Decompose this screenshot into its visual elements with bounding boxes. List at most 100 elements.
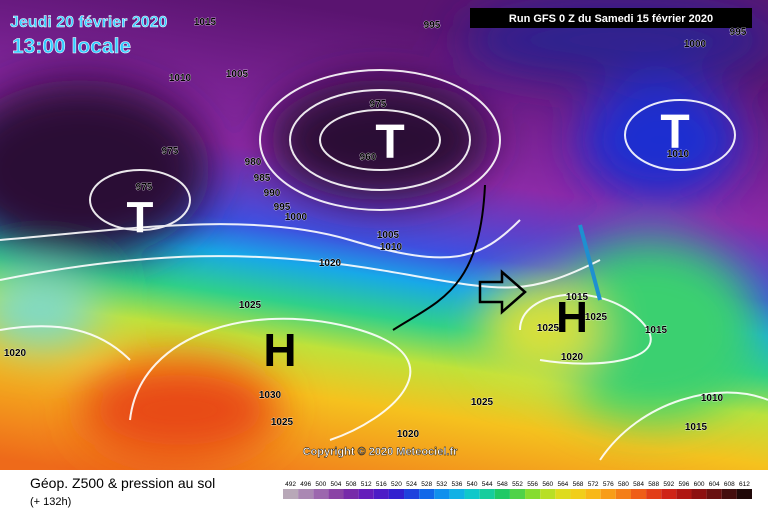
scale-label: 496 [300, 481, 311, 488]
time: 13:00 locale [12, 35, 131, 58]
date: Jeudi 20 février 2020 [10, 14, 168, 31]
scale-label: 536 [452, 481, 463, 488]
isobar-label: 990 [264, 188, 281, 199]
isobar-label: 1010 [667, 149, 690, 160]
scale-cell [691, 489, 707, 499]
scale-label: 568 [573, 481, 584, 488]
run-box [470, 8, 752, 28]
scale-label: 548 [497, 481, 508, 488]
scale-cell [630, 489, 647, 499]
isobar-label: 975 [162, 146, 179, 157]
isobar-label: 1020 [319, 258, 342, 269]
pressure-center: T [375, 116, 404, 169]
isobar-label: 980 [245, 157, 262, 168]
scale-cell [313, 489, 329, 499]
scale-label: 592 [663, 481, 674, 488]
scale-label: 596 [678, 481, 689, 488]
scale-label: 556 [527, 481, 538, 488]
scale-cell [328, 489, 344, 499]
scale-cell [373, 489, 389, 499]
scale-cell [736, 489, 752, 499]
isobar-label: 995 [730, 27, 747, 38]
scale-cell [464, 489, 480, 499]
pressure-center: H [263, 324, 296, 376]
isobar-label: 960 [360, 152, 377, 163]
pressure-center: H [556, 293, 588, 342]
trough-line [578, 224, 602, 301]
scale-label: 552 [512, 481, 523, 488]
scale-label: 492 [285, 481, 296, 488]
scale-label: 504 [331, 481, 342, 488]
scale-label: 512 [361, 481, 372, 488]
isobar-label: 1020 [4, 348, 27, 359]
front-line [392, 184, 486, 331]
scale-label: 612 [739, 481, 750, 488]
scale-cell [646, 489, 662, 499]
scale-cell [540, 489, 556, 499]
scale-label: 572 [588, 481, 599, 488]
isobar-label: 1030 [259, 390, 282, 401]
scale-cell [404, 489, 420, 499]
isobar-label: 995 [274, 202, 291, 213]
isobar-label: 1020 [397, 429, 420, 440]
isobar-label: 1020 [561, 352, 584, 363]
isobar-label: 1000 [684, 39, 707, 50]
scale-cell [283, 489, 299, 499]
scale-cell [600, 489, 616, 499]
isobar-label: 1025 [537, 323, 560, 334]
isobar-label: 1015 [685, 422, 708, 433]
scale-label: 500 [315, 481, 326, 488]
isobar-label: 1025 [585, 312, 608, 323]
scale-cell [525, 489, 541, 499]
isobar-label: 1010 [701, 393, 724, 404]
scale-label: 544 [482, 481, 493, 488]
scale-cell [706, 489, 722, 499]
scale-label: 604 [709, 481, 720, 488]
copyright: Copyright © 2020 Meteociel.fr [303, 446, 459, 458]
scale-cell [721, 489, 737, 499]
isobar-label: 1015 [566, 292, 589, 303]
isobar-label: 1010 [169, 73, 192, 84]
isobars [0, 69, 768, 461]
map: Run GFS 0 Z du Samedi 15 février 2020 Je… [0, 0, 768, 470]
scale-label: 532 [436, 481, 447, 488]
isobar-label: 1025 [271, 417, 294, 428]
scale-cell [434, 489, 450, 499]
scale-label: 564 [557, 481, 568, 488]
run-label: Run GFS 0 Z du Samedi 15 février 2020 [509, 13, 713, 25]
scale-label: 580 [618, 481, 629, 488]
isobar-label: 975 [136, 182, 153, 193]
scale-label: 520 [391, 481, 402, 488]
scale-label: 540 [467, 481, 478, 488]
scale-cell [555, 489, 571, 499]
isobar-label: 1015 [645, 325, 668, 336]
isobar-label: 1000 [285, 212, 308, 223]
scale-cell [494, 489, 510, 499]
scale-cell [343, 489, 359, 499]
pressure-center: T [127, 193, 154, 242]
lead-time: (+ 132h) [30, 496, 71, 508]
isobar-label: 1025 [471, 397, 494, 408]
scale-label: 608 [724, 481, 735, 488]
color-scale: 492 496 500 504 508 512 516 520 524 528 532 536 540 5… [283, 481, 752, 499]
scale-cell [298, 489, 314, 499]
isobar-label: 985 [254, 173, 271, 184]
scale-cell [449, 489, 465, 499]
scale-label: 560 [542, 481, 553, 488]
scale-label: 584 [633, 481, 644, 488]
isobar-label: 995 [424, 20, 441, 31]
isobar-label: 1015 [194, 17, 217, 28]
scale-label: 600 [694, 481, 705, 488]
scale-cell [419, 489, 435, 499]
scale-cell [676, 489, 692, 499]
scale-cell [585, 489, 601, 499]
legend-title: Géop. Z500 & pression au sol [30, 475, 215, 491]
scale-label: 516 [376, 481, 387, 488]
scale-label: 528 [421, 481, 432, 488]
scale-cell [570, 489, 586, 499]
isobar-label: 975 [370, 99, 387, 110]
scale-cell [509, 489, 526, 499]
scale-label: 576 [603, 481, 614, 488]
